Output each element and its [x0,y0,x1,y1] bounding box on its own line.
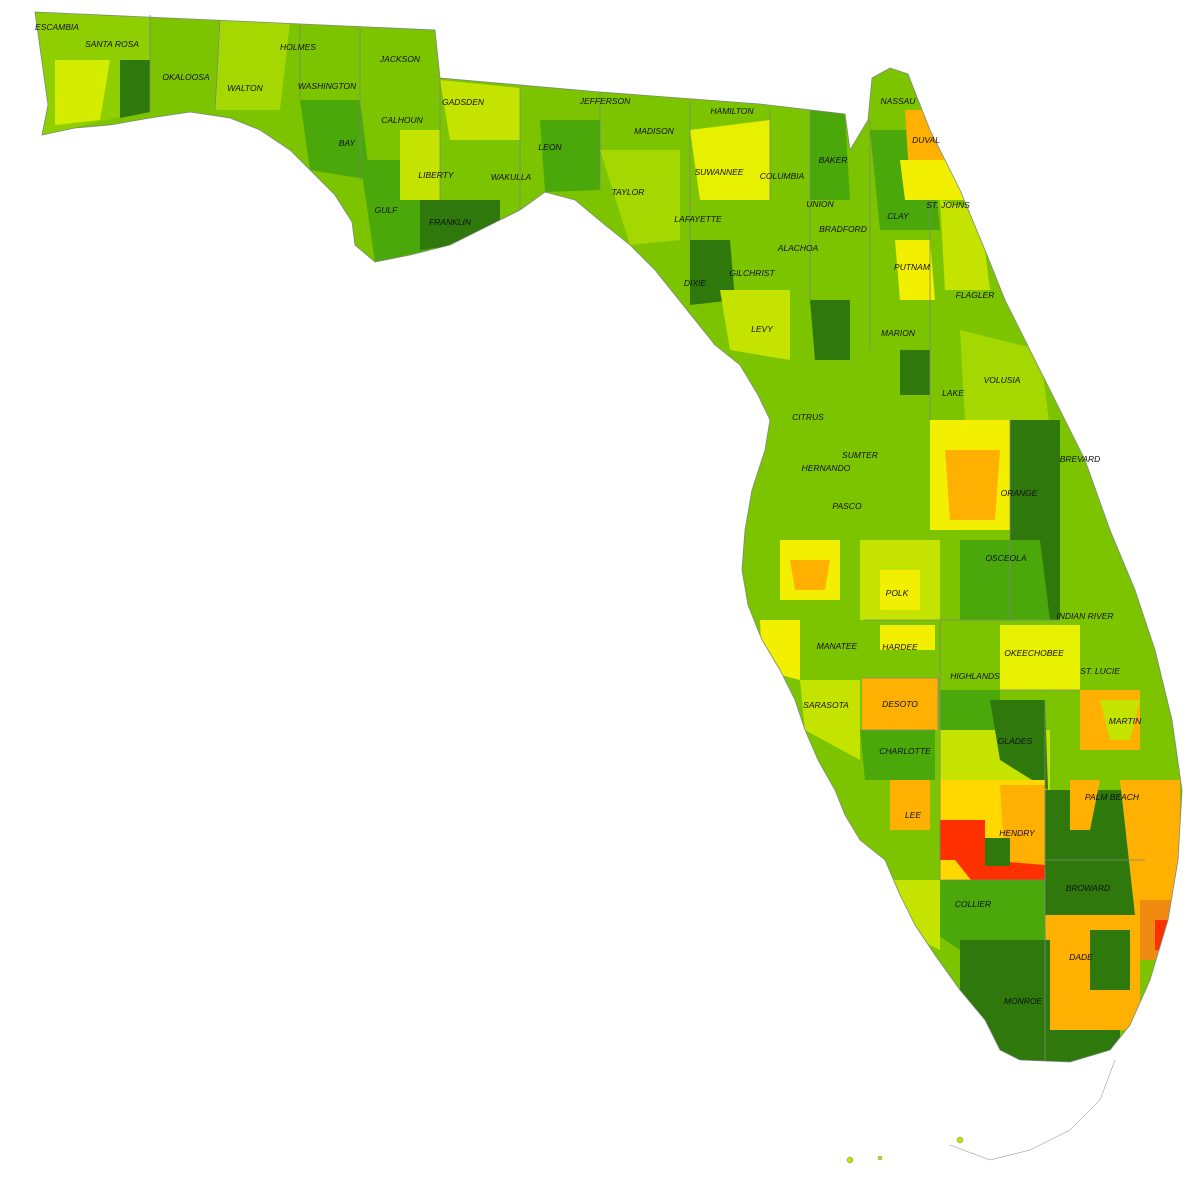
florida-keys [846,1059,1116,1164]
county-label: LEE [905,810,921,820]
county-labels: ESCAMBIA SANTA ROSA OKALOOSA WALTON HOLM… [35,22,1142,1006]
county-label: BREVARD [1060,454,1101,464]
county-label: POLK [886,588,909,598]
county-label: SANTA ROSA [85,39,139,49]
county-label: HOLMES [280,42,316,52]
county-label: SARASOTA [803,700,849,710]
county-label: VOLUSIA [984,375,1021,385]
county-label: PASCO [832,501,862,511]
county-label: FLAGLER [956,290,995,300]
county-label: TAYLOR [612,187,645,197]
county-label: LAFAYETTE [674,214,722,224]
county-label: OKEECHOBEE [1004,648,1064,658]
county-boundaries [149,15,1145,1060]
county-label: DESOTO [882,699,918,709]
county-label: HARDEE [882,642,918,652]
county-label: OKALOOSA [162,72,210,82]
county-label: DADE [1069,952,1093,962]
county-label: SUMTER [842,450,878,460]
county-label: PALM BEACH [1085,792,1140,802]
county-label: UNION [806,199,834,209]
county-label: BRADFORD [819,224,867,234]
county-label: WASHINGTON [298,81,357,91]
county-label: ESCAMBIA [35,22,79,32]
county-label: COLUMBIA [760,171,805,181]
county-label: WALTON [227,83,263,93]
county-label: JEFFERSON [579,96,631,106]
county-label: OSCEOLA [985,553,1026,563]
county-label: NASSAU [881,96,917,106]
county-label: BROWARD [1066,883,1110,893]
county-label: MARION [881,328,916,338]
county-label: GULF [375,205,398,215]
county-label: INDIAN RIVER [1056,611,1113,621]
county-label: JACKSON [379,54,421,64]
county-label: CHARLOTTE [879,746,931,756]
county-label: ST. LUCIE [1080,666,1120,676]
county-label: GADSDEN [442,97,485,107]
county-label: MADISON [634,126,675,136]
county-label: LIBERTY [418,170,455,180]
county-label: HAMILTON [710,106,754,116]
county-label: COLLIER [955,899,991,909]
county-label: WAKULLA [491,172,532,182]
county-label: ALACHOA [777,243,819,253]
county-label: ST. JOHNS [926,200,970,210]
county-label: GILCHRIST [729,268,775,278]
county-label: DUVAL [912,135,940,145]
county-label: LAKE [942,388,964,398]
county-label: MANATEE [817,641,858,651]
county-label: MARTIN [1109,716,1142,726]
county-label: SUWANNEE [695,167,744,177]
county-label: BAY [339,138,357,148]
county-label: HIGHLANDS [950,671,1000,681]
county-label: GLADES [998,736,1033,746]
county-label: LEON [538,142,562,152]
county-label: CLAY [887,211,910,221]
county-label: HERNANDO [802,463,851,473]
county-label: PUTNAM [894,262,931,272]
county-label: ORANGE [1001,488,1038,498]
county-label: MONROE [1004,996,1043,1006]
county-label: BAKER [819,155,848,165]
county-label: FRANKLIN [429,217,472,227]
county-label: HENDRY [999,828,1036,838]
county-label: CITRUS [792,412,824,422]
county-label: DIXIE [684,278,707,288]
county-label: CALHOUN [381,115,423,125]
county-label: LEVY [751,324,774,334]
